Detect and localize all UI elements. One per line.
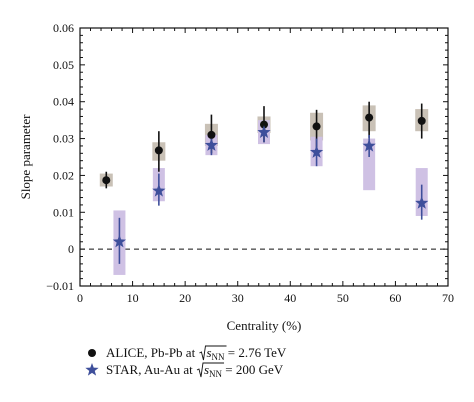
x-tick-label: 30 xyxy=(232,291,244,305)
data-point-series1-point5 xyxy=(312,122,321,131)
y-tick-label: −0.01 xyxy=(46,279,74,293)
x-tick-label: 40 xyxy=(284,291,296,305)
y-tick-label: 0 xyxy=(68,242,74,256)
x-axis-title: Centrality (%) xyxy=(227,318,302,333)
legend-sqrt-sign-series2 xyxy=(196,362,225,378)
y-tick-label: 0.05 xyxy=(53,58,74,72)
y-tick-label: 0.02 xyxy=(53,168,74,182)
legend-marker-series2 xyxy=(85,363,99,376)
data-point-series1-point7 xyxy=(417,116,426,125)
data-point-series2-point4 xyxy=(257,125,271,138)
legend-label-series2: STAR, Au-Au at sNN = 200 GeV xyxy=(106,362,284,379)
data-point-series2-point7 xyxy=(415,196,429,209)
plot-area xyxy=(80,101,448,275)
data-point-series1-point4 xyxy=(260,120,268,129)
data-point-series2-point2 xyxy=(152,183,166,197)
y-tick-label: 0.03 xyxy=(53,132,74,146)
y-axis-title: Slope parameter xyxy=(18,114,33,199)
data-point-series1-point6 xyxy=(365,113,374,122)
data-point-series2-point3 xyxy=(204,138,219,151)
data-point-series1-point1 xyxy=(102,176,111,185)
y-tick-label: 0.01 xyxy=(53,205,74,219)
y-tick-label: 0.04 xyxy=(53,95,74,109)
x-tick-label: 0 xyxy=(77,291,83,305)
axes: 0 10 20 30 40 50 60 70−0.0100.010.020.030.040.0… xyxy=(46,21,454,305)
data-point-series1-point3 xyxy=(207,130,216,139)
x-tick-label: 20 xyxy=(179,291,191,305)
legend-sqrt-sign-series1 xyxy=(199,345,227,361)
x-tick-label: 70 xyxy=(442,291,454,305)
x-tick-label: 50 xyxy=(337,291,349,305)
legend-label-series1: ALICE, Pb-Pb at sNN = 2.76 TeV xyxy=(106,345,287,362)
legend-marker-series1 xyxy=(88,349,96,357)
y-tick-label: 0.06 xyxy=(53,21,74,35)
x-tick-label: 60 xyxy=(389,291,401,305)
data-point-series2-point1 xyxy=(112,234,127,248)
data-point-series1-point2 xyxy=(154,146,163,155)
systematic-box-series2-point6 xyxy=(363,138,376,191)
data-point-series2-point5 xyxy=(309,145,324,158)
x-tick-label: 10 xyxy=(127,291,139,305)
plot-frame xyxy=(79,27,449,287)
data-point-series2-point6 xyxy=(362,138,376,152)
